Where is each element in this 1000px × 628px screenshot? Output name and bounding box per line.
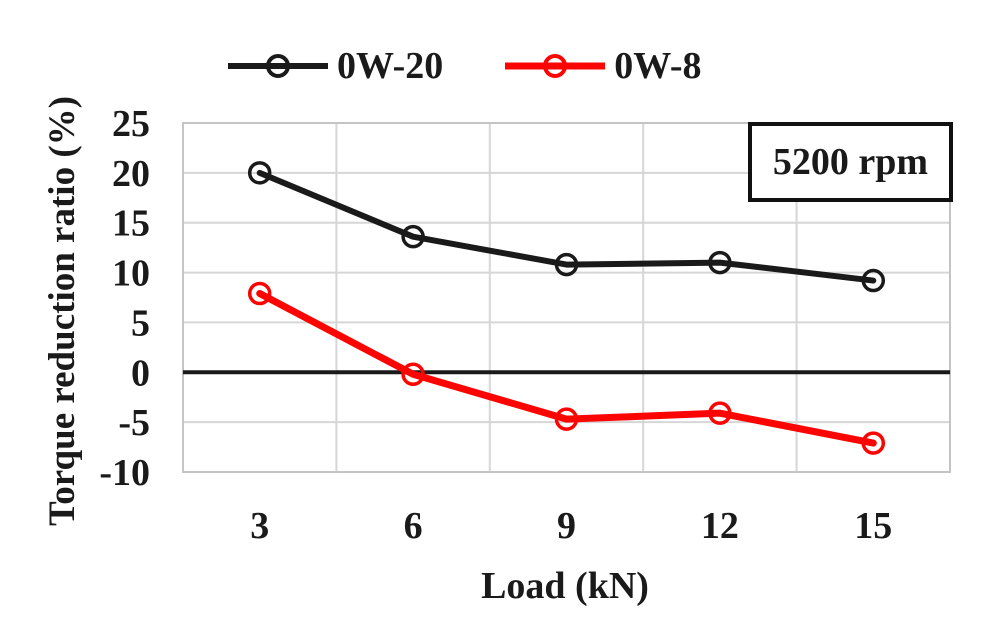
data-point-marker-0W-8 [554, 407, 579, 431]
x-tick-label: 6 [404, 505, 423, 547]
x-tick-label: 15 [854, 505, 892, 547]
legend-marker-0w8-icon [505, 54, 606, 78]
y-tick-label: 15 [112, 203, 150, 245]
legend-label-0w8: 0W-8 [614, 45, 702, 87]
legend-label-0w20: 0W-20 [337, 45, 444, 87]
legend-item-0w8: 0W-8 [505, 45, 702, 87]
y-tick-label: 25 [112, 103, 150, 145]
data-point-marker-0W-20 [708, 250, 732, 275]
data-point-marker-0W-8 [861, 431, 886, 455]
data-point-marker-0W-20 [401, 224, 425, 249]
x-axis-title: Load (kN) [481, 565, 649, 607]
plot-border [182, 122, 951, 473]
series-line-0W-20 [256, 169, 877, 284]
x-tick-label: 9 [557, 505, 576, 547]
y-tick-label: -5 [118, 402, 150, 444]
annotation-rpm-box: 5200 rpm [748, 122, 953, 202]
y-tick-label: 5 [131, 302, 150, 344]
data-point-marker-0W-20 [861, 268, 886, 293]
data-point-marker-0W-20 [247, 161, 272, 185]
x-tick-label: 12 [701, 505, 739, 547]
y-tick-label: -10 [99, 452, 150, 494]
y-axis-title: Torque reduction ratio (%) [42, 96, 83, 526]
data-point-marker-0W-20 [554, 252, 579, 277]
y-tick-label: 0 [131, 352, 150, 394]
x-tick-label: 3 [250, 505, 269, 547]
legend-item-0w20: 0W-20 [228, 46, 443, 86]
legend-marker-0w20-icon [228, 54, 328, 78]
data-point-marker-0W-8 [247, 281, 272, 306]
series-line-0W-8 [256, 290, 877, 447]
data-point-marker-0W-8 [708, 401, 732, 425]
annotation-rpm-text: 5200 rpm [772, 141, 929, 183]
y-tick-label: 20 [112, 153, 150, 195]
legend: 0W-20 0W-8 [228, 46, 702, 86]
y-tick-label: 10 [112, 253, 150, 295]
data-point-marker-0W-8 [401, 362, 425, 387]
